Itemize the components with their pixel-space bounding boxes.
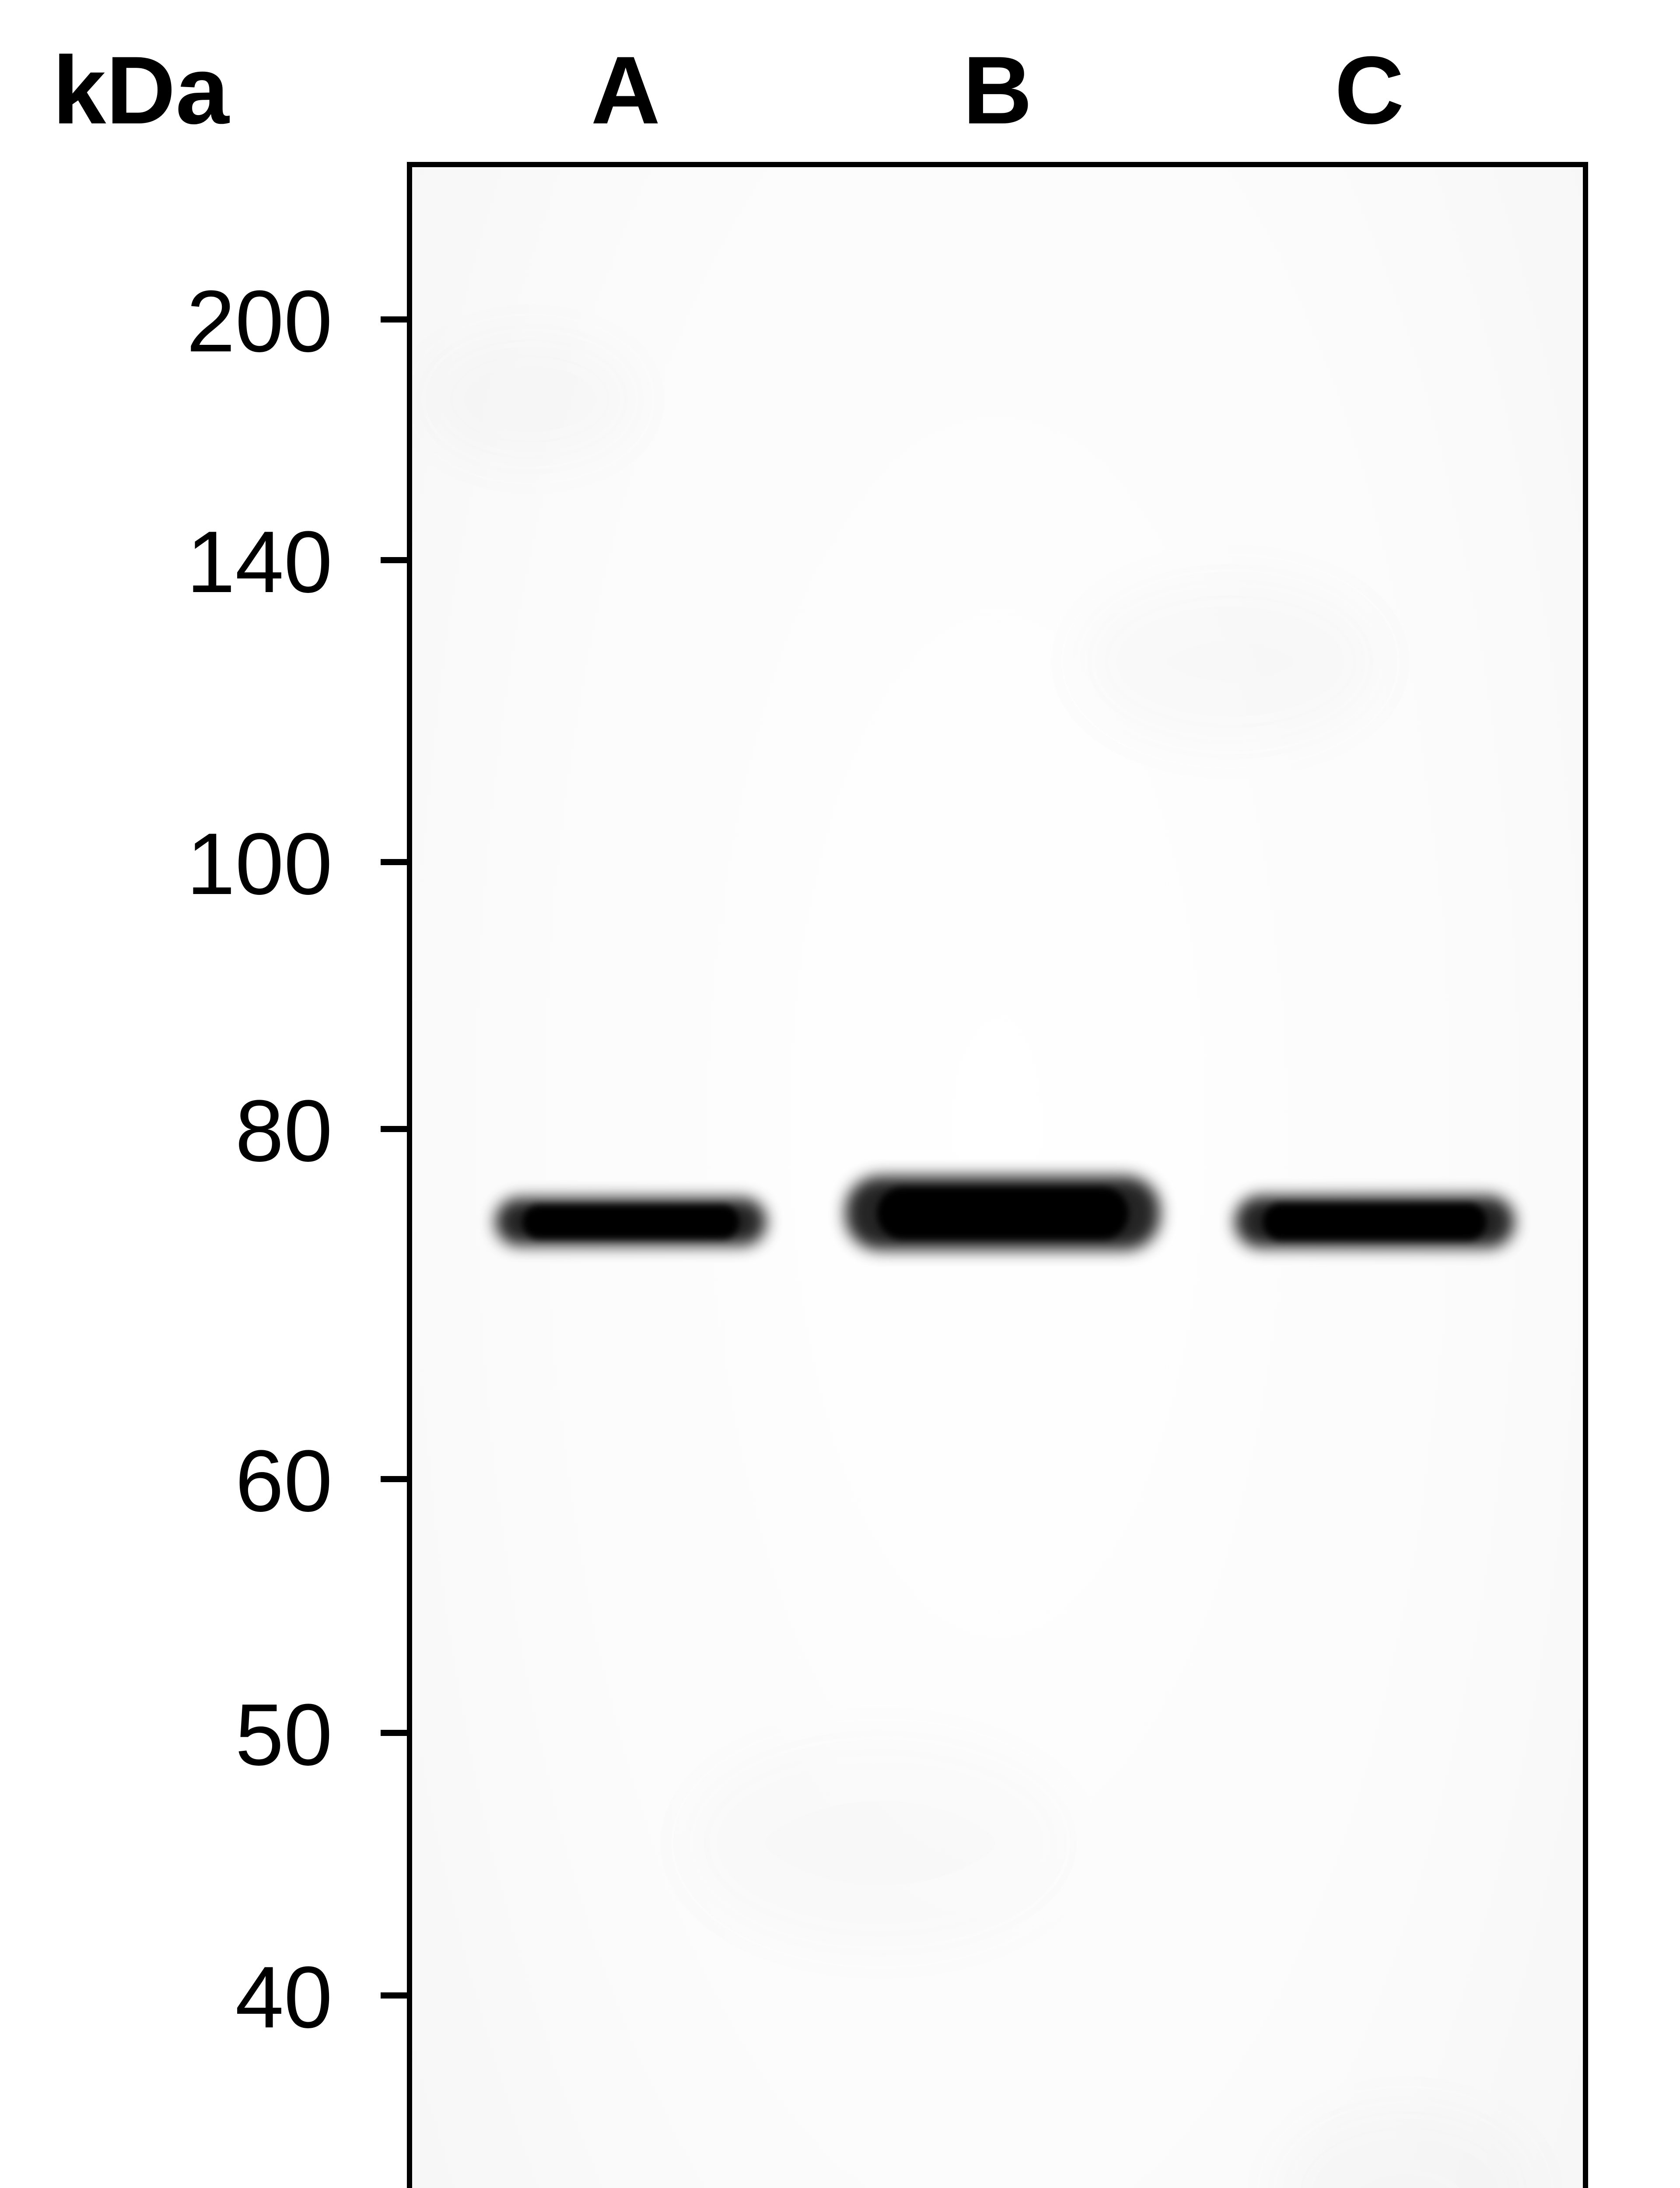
- band-core-lane-b: [877, 1187, 1129, 1239]
- tick-mark-40: [381, 1992, 407, 1999]
- smudge-0: [421, 333, 640, 465]
- tick-mark-80: [381, 1126, 407, 1132]
- tick-label-140: 140: [52, 512, 332, 613]
- tick-mark-100: [381, 859, 407, 865]
- lane-label-a: A: [582, 35, 669, 146]
- y-axis-title: kDa: [52, 35, 229, 146]
- lane-label-c: C: [1326, 35, 1413, 146]
- tick-label-40: 40: [52, 1947, 332, 2048]
- tick-label-50: 50: [52, 1685, 332, 1785]
- tick-label-200: 200: [52, 271, 332, 372]
- band-core-lane-a: [522, 1205, 739, 1239]
- smudge-1: [1077, 574, 1383, 749]
- tick-mark-60: [381, 1476, 407, 1482]
- tick-label-60: 60: [52, 1431, 332, 1532]
- blot-frame: [407, 162, 1588, 2188]
- tick-label-100: 100: [52, 814, 332, 915]
- lane-label-b: B: [954, 35, 1041, 146]
- band-core-lane-c: [1263, 1203, 1487, 1240]
- blot-container: kDa ABC200140100806050403020: [0, 0, 1680, 2188]
- tick-mark-140: [381, 557, 407, 563]
- tick-label-80: 80: [52, 1081, 332, 1182]
- tick-mark-50: [381, 1730, 407, 1736]
- smudge-2: [683, 1734, 1077, 1953]
- tick-mark-200: [381, 316, 407, 323]
